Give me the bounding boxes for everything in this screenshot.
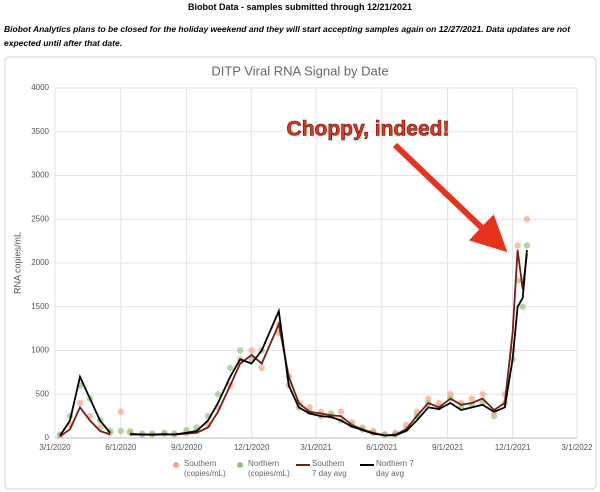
x-tick-label: 6/1/2020 <box>105 443 137 452</box>
data-point <box>306 404 313 411</box>
data-point <box>479 391 486 398</box>
y-tick-label: 3000 <box>31 171 49 180</box>
header-note: Biobot Analytics plans to be closed for … <box>4 24 571 48</box>
y-tick-label: 0 <box>45 433 50 442</box>
data-point <box>523 216 531 223</box>
y-tick-label: 500 <box>36 389 50 398</box>
data-point <box>519 303 526 310</box>
x-tick-label: 3/1/2022 <box>561 443 593 452</box>
legend-label: Southern 7 day avg <box>312 459 347 478</box>
x-tick-label: 3/1/2020 <box>39 443 71 452</box>
x-tick-label: 12/1/2021 <box>495 443 531 452</box>
chart-frame <box>4 56 597 490</box>
data-point <box>523 242 531 249</box>
data-point <box>447 391 454 398</box>
y-tick-label: 3500 <box>31 127 49 136</box>
data-point <box>258 364 265 372</box>
data-point <box>435 399 443 407</box>
data-point <box>117 427 124 435</box>
y-tick-label: 1500 <box>31 302 49 311</box>
x-tick-label: 3/1/2021 <box>300 443 332 452</box>
y-tick-label: 1000 <box>31 346 49 355</box>
data-point <box>490 412 498 420</box>
legend-marker <box>237 462 243 468</box>
annotation: Choppy, indeed! <box>287 118 450 141</box>
y-tick-label: 2500 <box>31 214 49 223</box>
data-point <box>117 408 124 415</box>
header-title: Biobot Data - samples submitted through … <box>187 2 413 12</box>
data-point <box>226 364 234 372</box>
y-tick-label: 4000 <box>31 83 49 92</box>
data-point <box>514 242 521 249</box>
series-line <box>59 249 528 438</box>
x-tick-label: 9/1/2021 <box>432 443 464 452</box>
data-point <box>337 408 345 415</box>
series-line <box>59 249 528 437</box>
data-point <box>248 347 255 354</box>
x-tick-label: 6/1/2021 <box>366 443 398 452</box>
data-point <box>214 391 222 398</box>
y-axis-label: RNA copies/mL <box>12 232 22 294</box>
x-tick-label: 12/1/2020 <box>234 443 270 452</box>
data-point <box>76 399 84 407</box>
legend-label: Southern (copies/mL) <box>184 459 226 478</box>
legend-label: Northern (copies/mL) <box>248 459 290 478</box>
legend-label: Northern 7 day avg <box>376 459 414 478</box>
data-point <box>468 395 476 402</box>
annotation-arrow <box>392 142 508 253</box>
chart-title: DITP Viral RNA Signal by Date <box>211 63 388 78</box>
y-tick-label: 2000 <box>31 258 49 267</box>
x-tick-label: 9/1/2020 <box>171 443 203 452</box>
data-point <box>425 395 432 402</box>
legend-marker <box>173 462 179 468</box>
data-point <box>237 347 244 354</box>
